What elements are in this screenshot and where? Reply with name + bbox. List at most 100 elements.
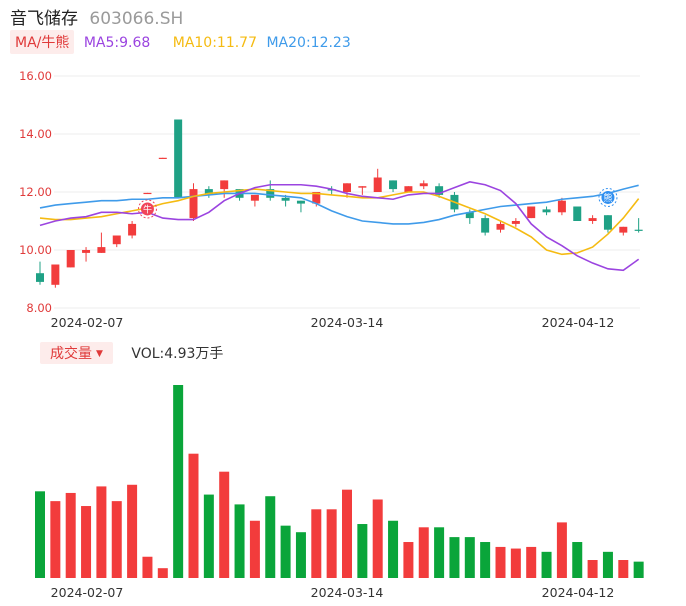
volume-bar	[510, 548, 521, 578]
candle-body	[189, 189, 198, 219]
candle-body	[174, 119, 183, 198]
volume-bar	[127, 484, 138, 578]
candle-body	[389, 180, 398, 190]
candle-body	[511, 221, 520, 224]
volume-bar	[35, 491, 45, 578]
volume-bar	[403, 542, 414, 578]
candle-body	[82, 250, 91, 253]
candle-body	[588, 218, 597, 221]
candle-body	[634, 229, 643, 231]
y-tick-label: 10.00	[19, 243, 52, 257]
bull-marker-dot	[140, 202, 154, 216]
candle-body	[112, 235, 121, 245]
candle-body	[158, 157, 167, 159]
volume-bar	[602, 551, 613, 578]
volume-bar	[372, 499, 383, 578]
volume-bar	[342, 489, 352, 578]
volume-indicator-selector[interactable]: 成交量 ▼	[40, 342, 113, 364]
volume-bar	[234, 504, 245, 578]
volume-legend: 成交量 ▼ VOL:4.93万手	[40, 342, 223, 364]
volume-bar	[219, 471, 230, 578]
volume-bar	[572, 542, 583, 578]
ma10-line	[39, 188, 640, 256]
candle-body	[312, 192, 321, 204]
price-y-axis: 16.00 14.00 12.00 10.00 8.00	[19, 69, 52, 315]
candle-body	[542, 209, 551, 213]
candle-body	[358, 186, 367, 188]
x-tick-label: 2024-04-12	[542, 315, 615, 330]
price-x-axis: 2024-02-07 2024-03-14 2024-04-12	[51, 315, 615, 330]
ma20-label: MA20:12.23	[266, 35, 351, 51]
candle-body	[143, 192, 152, 195]
stock-name: 音飞储存	[10, 9, 78, 29]
candle-body	[573, 206, 582, 221]
candle-body	[204, 189, 213, 195]
ma-lines	[39, 181, 640, 272]
stock-code: 603066.SH	[89, 9, 184, 29]
volume-bar	[295, 532, 306, 578]
ma10-label: MA10:11.77	[172, 35, 258, 51]
volume-bar	[434, 527, 445, 578]
bear-marker-dot	[601, 190, 615, 204]
volume-bar	[311, 509, 322, 578]
volume-bar	[65, 492, 76, 578]
stock-header: 音飞储存 603066.SH	[10, 4, 184, 29]
candle-body	[220, 180, 229, 190]
ma-legend: MA/牛熊 MA5:9.68 MA10:11.77 MA20:12.23	[10, 30, 351, 54]
candlesticks	[36, 119, 643, 288]
bear-marker-label: 熊	[603, 192, 612, 204]
volume-bar	[265, 496, 276, 578]
candle-body	[373, 177, 382, 192]
candle-body	[343, 183, 351, 192]
volume-x-axis: 2024-02-07 2024-03-14 2024-04-12	[51, 585, 615, 600]
x-tick-label: 2024-02-07	[51, 315, 124, 330]
candle-body	[66, 250, 75, 268]
y-tick-label: 14.00	[19, 127, 52, 141]
volume-bar	[556, 522, 567, 578]
volume-bar	[480, 542, 491, 578]
volume-bar	[357, 524, 368, 578]
volume-tag-label: 成交量	[50, 346, 92, 362]
volume-bar	[81, 506, 92, 578]
volume-bar	[418, 527, 429, 578]
ma-indicator-selector[interactable]: MA/牛熊	[10, 30, 75, 54]
volume-bar	[96, 486, 107, 578]
x-tick-label: 2024-03-14	[311, 585, 384, 600]
candle-body	[296, 200, 305, 204]
volume-bar	[633, 561, 644, 578]
volume-bar	[449, 537, 460, 578]
candle-body	[97, 247, 106, 253]
volume-bar	[188, 453, 199, 578]
volume-bar	[618, 560, 629, 578]
volume-value: VOL:4.93万手	[131, 346, 224, 362]
candle-body	[465, 212, 474, 219]
volume-bar	[249, 520, 260, 578]
bull-marker-label: 牛	[143, 203, 152, 215]
volume-bar	[142, 556, 153, 578]
volume-bar	[526, 546, 537, 578]
candle-body	[128, 223, 137, 236]
volume-bar	[587, 560, 598, 578]
volume-bar	[50, 501, 61, 578]
volume-bar	[280, 525, 291, 578]
price-grid	[54, 75, 640, 309]
candle-body	[557, 200, 566, 213]
candle-body	[496, 223, 505, 230]
bull-bear-markers: 牛熊	[137, 187, 618, 219]
candle-body	[281, 197, 290, 201]
y-tick-label: 12.00	[19, 185, 52, 199]
candle-body	[250, 194, 259, 201]
candle-body	[481, 218, 490, 233]
volume-bars	[35, 385, 644, 578]
volume-bar	[111, 501, 122, 578]
volume-bar	[203, 494, 214, 578]
ma5-label: MA5:9.68	[83, 35, 151, 51]
volume-bar	[464, 537, 475, 578]
x-tick-label: 2024-04-12	[542, 585, 615, 600]
candle-body	[419, 183, 428, 187]
volume-bar	[173, 385, 184, 578]
candle-body	[527, 206, 536, 219]
candle-body	[266, 189, 275, 198]
volume-bar	[495, 546, 506, 578]
